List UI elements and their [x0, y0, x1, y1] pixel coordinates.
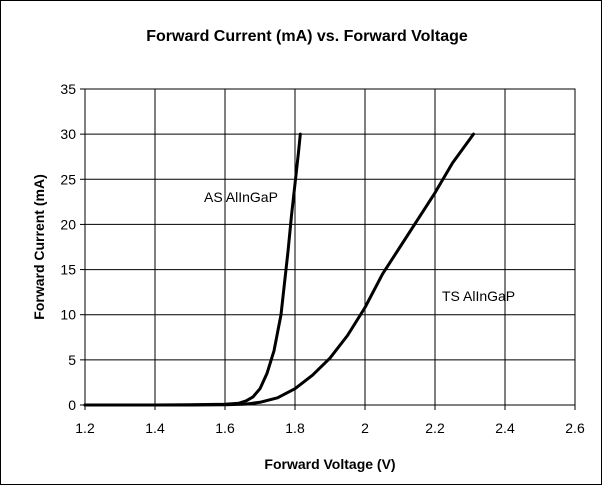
x-tick-label: 1.4: [145, 420, 165, 436]
y-tick-label: 10: [60, 307, 76, 323]
series-line-ts-alingap: [83, 132, 475, 407]
y-tick-label: 5: [68, 352, 76, 368]
x-tick-label: 2: [361, 420, 369, 436]
y-tick-label: 25: [60, 171, 76, 187]
y-axis-label: Forward Current (mA): [31, 174, 47, 319]
series-lines: [83, 132, 475, 407]
x-tick-label: 1.8: [285, 420, 305, 436]
annotation-ts-alingap: TS AlInGaP: [442, 288, 515, 304]
annotations: AS AlInGaP TS AlInGaP: [204, 189, 515, 304]
grid: [85, 89, 575, 405]
plot-area-border: [84, 88, 576, 406]
y-tick-label: 20: [60, 216, 76, 232]
y-tick-label: 30: [60, 126, 76, 142]
chart-title: Forward Current (mA) vs. Forward Voltage: [146, 28, 468, 45]
x-tick-label: 1.2: [75, 420, 95, 436]
y-tick-label: 0: [68, 397, 76, 413]
x-tick-label: 2.4: [495, 420, 515, 436]
x-axis-label: Forward Voltage (V): [264, 456, 395, 472]
tick-labels: 1.2 1.4 1.6 1.8 2 2.2 2.4 2.6 0 5 10 15 20 25 30 35: [60, 81, 585, 436]
x-tick-label: 2.2: [425, 420, 445, 436]
x-tick-label: 2.6: [565, 420, 585, 436]
y-tick-label: 15: [60, 262, 76, 278]
y-tick-label: 35: [60, 81, 76, 97]
x-tick-label: 1.6: [215, 420, 235, 436]
annotation-as-alingap: AS AlInGaP: [204, 189, 278, 205]
